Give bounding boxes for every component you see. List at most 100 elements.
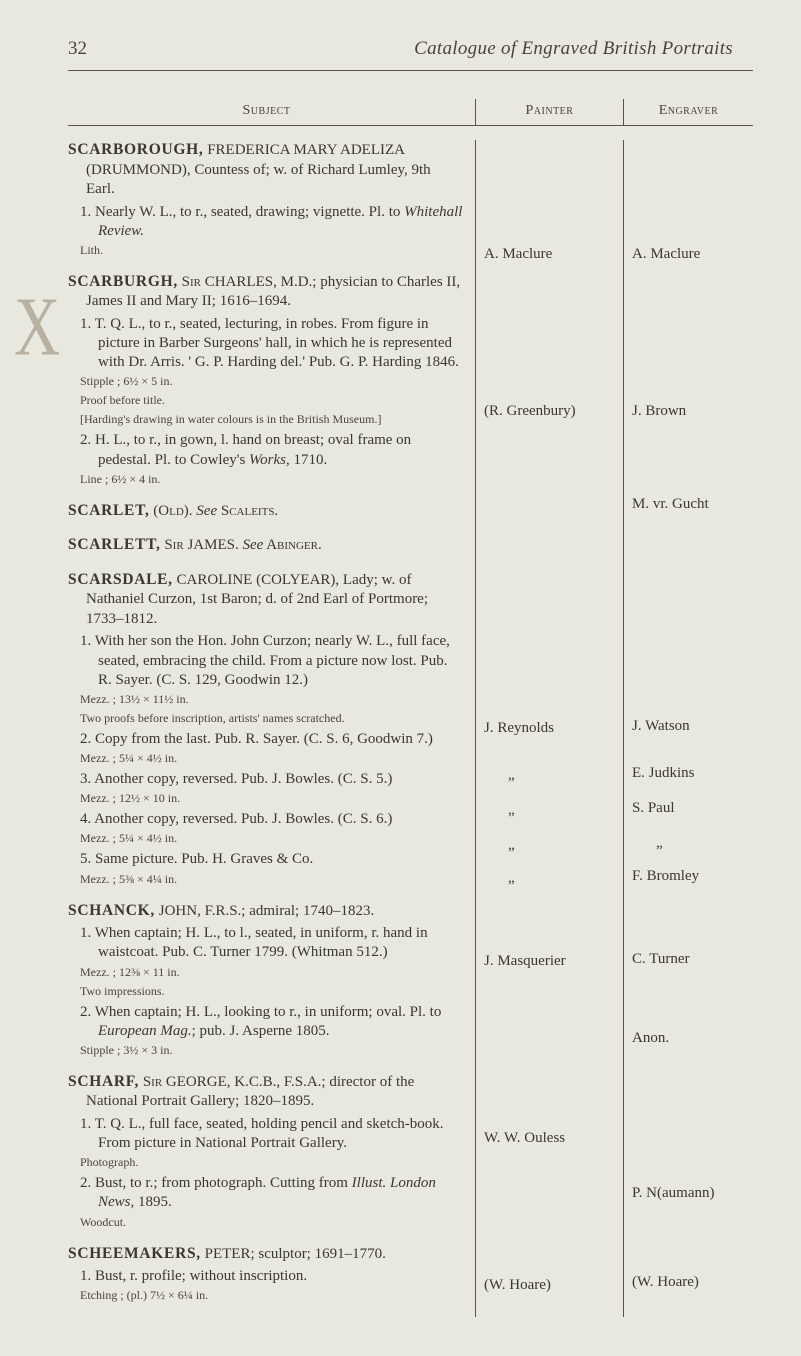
entry-scarlet: SCARLET, (Old). See Scaleits. — [68, 501, 463, 522]
sub-entry: 4. Another copy, reversed. Pub. J. Bowle… — [68, 810, 463, 829]
engraver: E. Judkins — [632, 765, 745, 782]
sub-entry: 5. Same picture. Pub. H. Graves & Co. — [68, 850, 463, 869]
sub-entry: 3. Another copy, reversed. Pub. J. Bowle… — [68, 770, 463, 789]
engraver: „ — [632, 835, 745, 852]
sub-entry: 1. T. Q. L., to r., seated, lecturing, i… — [68, 315, 463, 373]
head-rest: PETER; sculptor; 1691–1770. — [201, 1246, 386, 1262]
head-rest: Abinger. — [263, 537, 321, 553]
head-rest: Scaleits. — [217, 503, 278, 519]
engraver: (W. Hoare) — [632, 1274, 745, 1291]
painter: A. Maclure — [484, 246, 615, 263]
sub-end: , 1710. — [286, 452, 327, 468]
head-rest: JOHN, F.R.S.; admiral; 1740–1823. — [155, 903, 374, 919]
head-sir: Sir — [139, 1074, 162, 1090]
page-header: 32 Catalogue of Engraved British Portrai… — [68, 38, 753, 60]
tech-note: Mezz. ; 5⅜ × 4¼ in. — [68, 872, 463, 887]
entry-scarsdale: SCARSDALE, CAROLINE (COLYEAR), Lady; w. … — [68, 570, 463, 887]
tech-note: Mezz. ; 13½ × 11½ in. — [68, 692, 463, 707]
tech-note: Stipple ; 6½ × 5 in. — [68, 374, 463, 389]
head-name: SCARBURGH, — [68, 273, 178, 290]
painter: „ — [484, 870, 615, 887]
sub-entry: 2. Bust, to r.; from photograph. Cutting… — [68, 1174, 463, 1212]
head-old: (Old). — [150, 503, 197, 519]
header-engraver: Engraver — [624, 99, 753, 125]
sub-italic: European Mag. — [98, 1023, 192, 1039]
margin-annotation-x: X — [14, 279, 60, 375]
page-title: Catalogue of Engraved British Portraits — [414, 38, 753, 60]
engraver: F. Bromley — [632, 868, 745, 885]
tech-note: Photograph. — [68, 1155, 463, 1170]
tech-note: Two proofs before inscription, artists' … — [68, 711, 463, 726]
tech-note: Proof before title. — [68, 393, 463, 408]
sub-entry: 2. H. L., to r., in gown, l. hand on bre… — [68, 431, 463, 469]
painter: (R. Greenbury) — [484, 403, 615, 420]
head-name: SCHANCK, — [68, 902, 155, 919]
tech-note: Lith. — [68, 243, 463, 258]
sub-text: 2. Bust, to r.; from photograph. Cutting… — [80, 1175, 352, 1191]
tech-note: Two impressions. — [68, 984, 463, 999]
head-name: SCHEEMAKERS, — [68, 1245, 201, 1262]
tech-note: Etching ; (pl.) 7½ × 6¼ in. — [68, 1288, 463, 1303]
engraver: S. Paul — [632, 800, 745, 817]
entry-schanck: SCHANCK, JOHN, F.R.S.; admiral; 1740–182… — [68, 901, 463, 1058]
entry-scarborough: SCARBOROUGH, FREDERICA MARY ADELIZA (DRU… — [68, 140, 463, 258]
sub-end: , 1895. — [131, 1194, 172, 1210]
see: See — [242, 537, 263, 553]
engraver: C. Turner — [632, 951, 745, 968]
entry-head: SCHANCK, JOHN, F.R.S.; admiral; 1740–182… — [68, 901, 463, 922]
sub-text: 2. H. L., to r., in gown, l. hand on bre… — [80, 432, 411, 467]
tech-note: Stipple ; 3½ × 3 in. — [68, 1043, 463, 1058]
tech-note: Mezz. ; 5¼ × 4½ in. — [68, 751, 463, 766]
header-painter: Painter — [476, 99, 623, 125]
head-sir: Sir — [178, 274, 201, 290]
painter-column: A. Maclure (R. Greenbury) J. Reynolds „ … — [475, 140, 623, 1317]
tech-note: Mezz. ; 5¼ × 4½ in. — [68, 831, 463, 846]
painter: (W. Hoare) — [484, 1277, 615, 1294]
entry-scheemakers: SCHEEMAKERS, PETER; sculptor; 1691–1770.… — [68, 1244, 463, 1304]
painter: J. Reynolds — [484, 720, 615, 737]
entry-head: SCHEEMAKERS, PETER; sculptor; 1691–1770. — [68, 1244, 463, 1265]
tech-note: Line ; 6½ × 4 in. — [68, 472, 463, 487]
sub-italic: Works — [249, 452, 286, 468]
sub-entry: 2. When captain; H. L., looking to r., i… — [68, 1003, 463, 1041]
sub-text: 1. Nearly W. L., to r., seated, drawing;… — [80, 204, 404, 220]
engraver: A. Maclure — [632, 246, 745, 263]
sub-entry: 2. Copy from the last. Pub. R. Sayer. (C… — [68, 730, 463, 749]
painter: W. W. Ouless — [484, 1130, 615, 1147]
entry-head: SCARLETT, Sir JAMES. See Abinger. — [68, 535, 463, 556]
engraver: Anon. — [632, 1030, 745, 1047]
sub-entry: 1. With her son the Hon. John Curzon; ne… — [68, 632, 463, 690]
sub-text: 2. When captain; H. L., looking to r., i… — [80, 1004, 441, 1020]
entry-head: SCHARF, Sir GEORGE, K.C.B., F.S.A.; dire… — [68, 1072, 463, 1112]
column-header-row: Subject Painter Engraver — [68, 99, 753, 126]
entry-head: SCARSDALE, CAROLINE (COLYEAR), Lady; w. … — [68, 570, 463, 630]
head-name: SCARLET, — [68, 502, 150, 519]
entry-head: SCARBOROUGH, FREDERICA MARY ADELIZA (DRU… — [68, 140, 463, 200]
sub-entry: 1. When captain; H. L., to l., seated, i… — [68, 924, 463, 962]
see: See — [196, 503, 217, 519]
entry-head: SCARLET, (Old). See Scaleits. — [68, 501, 463, 522]
head-rest: JAMES. — [184, 537, 243, 553]
tech-note: Woodcut. — [68, 1215, 463, 1230]
sub-entry: 1. Nearly W. L., to r., seated, drawing;… — [68, 203, 463, 241]
tech-note: [Harding's drawing in water colours is i… — [68, 412, 463, 427]
painter: „ — [484, 837, 615, 854]
tech-note: Mezz. ; 12⅜ × 11 in. — [68, 965, 463, 980]
head-name: SCARBOROUGH, — [68, 141, 203, 158]
painter: „ — [484, 802, 615, 819]
top-rule — [68, 70, 753, 71]
head-name: SCARLETT, — [68, 536, 161, 553]
head-name: SCARSDALE, — [68, 571, 173, 588]
sub-entry: 1. Bust, r. profile; without inscription… — [68, 1267, 463, 1286]
sub-entry: 1. T. Q. L., full face, seated, holding … — [68, 1115, 463, 1153]
engraver-column: A. Maclure J. Brown M. vr. Gucht J. Wats… — [623, 140, 753, 1317]
painter: „ — [484, 767, 615, 784]
entry-scharf: SCHARF, Sir GEORGE, K.C.B., F.S.A.; dire… — [68, 1072, 463, 1230]
header-subject: Subject — [68, 99, 465, 125]
page-number: 32 — [68, 38, 87, 60]
entry-head: SCARBURGH, Sir CHARLES, M.D.; physician … — [68, 272, 463, 312]
head-sir: Sir — [161, 537, 184, 553]
engraver: M. vr. Gucht — [632, 496, 745, 513]
head-name: SCHARF, — [68, 1073, 139, 1090]
entry-scarlett: SCARLETT, Sir JAMES. See Abinger. — [68, 535, 463, 556]
